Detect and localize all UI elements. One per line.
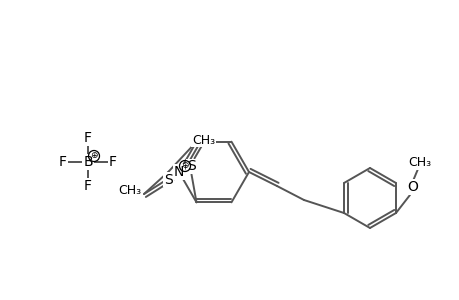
Text: F: F xyxy=(84,131,92,145)
Text: CH₃: CH₃ xyxy=(191,134,215,147)
Text: B: B xyxy=(83,155,93,169)
Text: ⊕: ⊕ xyxy=(90,152,98,160)
Text: CH₃: CH₃ xyxy=(118,184,141,196)
Text: F: F xyxy=(59,155,67,169)
Text: ⊕: ⊕ xyxy=(181,161,188,170)
Text: CH₃: CH₃ xyxy=(408,157,431,169)
Text: F: F xyxy=(84,179,92,193)
Text: O: O xyxy=(407,180,418,194)
Text: F: F xyxy=(109,155,117,169)
Text: S: S xyxy=(187,159,196,173)
Text: N: N xyxy=(174,165,184,179)
Text: S: S xyxy=(164,173,173,187)
